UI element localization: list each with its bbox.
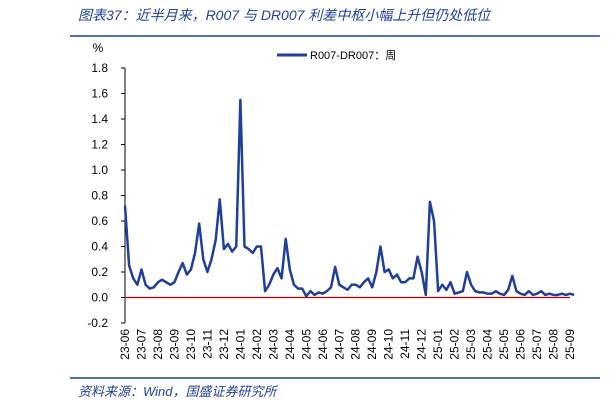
y-unit: % [93, 41, 104, 55]
x-tick-label: 24-10 [382, 329, 396, 360]
x-tick-label: 24-11 [398, 329, 412, 359]
y-tick-label: -0.2 [87, 316, 108, 330]
legend-label: R007-DR007：周 [310, 49, 396, 62]
data-line [123, 98, 575, 298]
x-tick-label: 25-08 [547, 329, 561, 360]
x-tick-label: 24-08 [349, 329, 363, 360]
y-tick-label: 0.2 [91, 265, 108, 279]
source: 资料来源：Wind，国盛证券研究所 [78, 384, 279, 399]
x-tick-label: 23-10 [184, 329, 198, 360]
x-tick-label: 25-03 [464, 329, 478, 360]
y-tick-label: 1.2 [91, 138, 108, 152]
x-tick-label: 25-06 [514, 329, 528, 360]
x-tick-label: 24-07 [332, 329, 346, 360]
x-tick-label: 24-09 [365, 329, 379, 360]
x-tick-label: 25-07 [530, 329, 544, 360]
y-tick-label: 0.4 [91, 240, 108, 254]
x-tick-label: 23-12 [217, 329, 231, 360]
x-tick-label: 24-12 [415, 329, 429, 360]
y-tick-label: 1.0 [91, 163, 108, 177]
y-tick-label: 1.4 [91, 112, 108, 126]
x-tick-label: 24-03 [266, 329, 280, 360]
x-tick-label: 24-02 [250, 329, 264, 360]
x-tick-label: 23-11 [200, 329, 214, 359]
y-tick-label: 0.8 [91, 189, 108, 203]
chart-title: 图表37：近半月来，R007 与 DR007 利差中枢小幅上升但仍处低位 [78, 7, 492, 23]
x-tick-label: 25-01 [431, 329, 445, 360]
y-tick-label: 1.8 [91, 61, 108, 75]
x-tick-label: 23-08 [151, 329, 165, 360]
y-tick-label: 0.0 [91, 291, 108, 305]
x-tick-label: 25-09 [563, 329, 577, 360]
x-tick-label: 25-04 [481, 329, 495, 360]
y-tick-label: 0.6 [91, 214, 108, 228]
x-tick-label: 23-09 [167, 329, 181, 360]
x-tick-label: 25-02 [448, 329, 462, 360]
x-tick-label: 23-07 [134, 329, 148, 360]
x-tick-label: 24-04 [283, 329, 297, 360]
y-tick-label: 1.6 [91, 87, 108, 101]
x-tick-label: 23-06 [118, 329, 132, 360]
x-tick-label: 25-05 [497, 329, 511, 360]
x-tick-label: 24-06 [316, 329, 330, 360]
x-tick-label: 24-01 [233, 329, 247, 360]
x-tick-label: 24-05 [299, 329, 313, 360]
